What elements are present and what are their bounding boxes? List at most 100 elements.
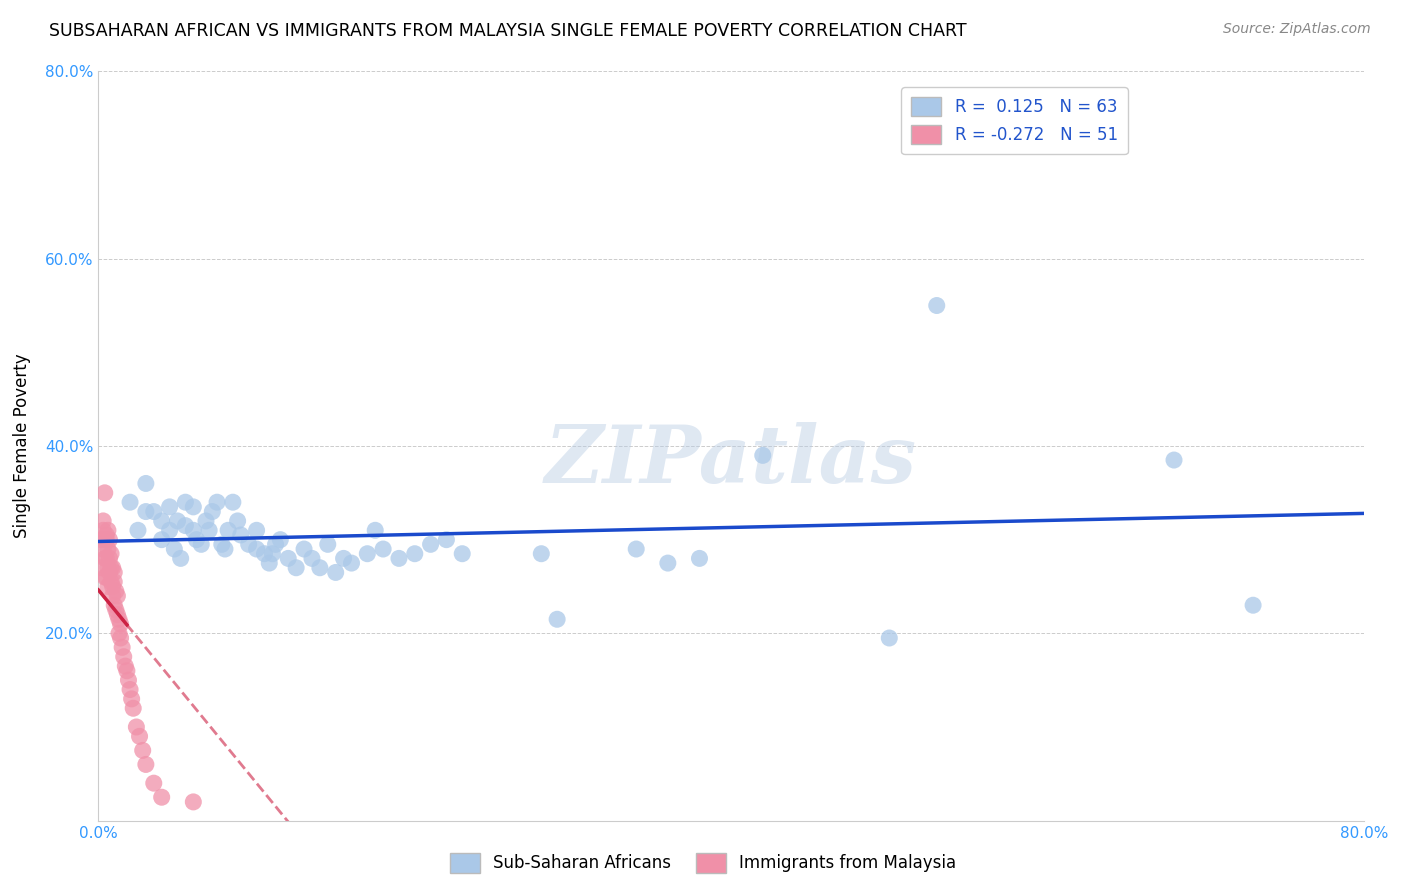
Point — [112, 649, 135, 664]
Point — [117, 673, 139, 688]
Point — [107, 589, 129, 603]
Point — [100, 547, 122, 561]
Point — [174, 495, 197, 509]
Point — [530, 547, 553, 561]
Point — [877, 631, 900, 645]
Point — [404, 547, 426, 561]
Point — [97, 524, 120, 538]
Point — [211, 537, 233, 551]
Point — [238, 537, 260, 551]
Point — [98, 533, 121, 547]
Point — [101, 580, 124, 594]
Point — [101, 589, 124, 603]
Point — [110, 631, 132, 645]
Point — [108, 612, 131, 626]
Point — [122, 701, 145, 715]
Point — [186, 533, 208, 547]
Point — [114, 659, 136, 673]
Point — [371, 542, 394, 557]
Legend: R =  0.125   N = 63, R = -0.272   N = 51: R = 0.125 N = 63, R = -0.272 N = 51 — [901, 87, 1128, 154]
Point — [1241, 599, 1264, 613]
Point — [657, 556, 679, 570]
Point — [121, 692, 143, 706]
Point — [91, 514, 114, 528]
Point — [356, 547, 378, 561]
Point — [1163, 453, 1185, 467]
Point — [135, 505, 157, 519]
Point — [159, 524, 181, 538]
Text: SUBSAHARAN AFRICAN VS IMMIGRANTS FROM MALAYSIA SINGLE FEMALE POVERTY CORRELATION: SUBSAHARAN AFRICAN VS IMMIGRANTS FROM MA… — [49, 22, 967, 40]
Point — [451, 547, 474, 561]
Point — [103, 574, 125, 589]
Point — [277, 551, 299, 566]
Point — [96, 570, 118, 584]
Point — [107, 607, 129, 622]
Point — [166, 514, 188, 528]
Point — [110, 617, 132, 632]
Point — [108, 626, 131, 640]
Y-axis label: Single Female Poverty: Single Female Poverty — [13, 354, 31, 538]
Point — [262, 547, 284, 561]
Point — [93, 570, 117, 584]
Point — [101, 561, 124, 575]
Point — [364, 524, 387, 538]
Point — [150, 533, 173, 547]
Point — [340, 556, 363, 570]
Point — [97, 542, 120, 557]
Point — [103, 566, 125, 580]
Point — [316, 537, 339, 551]
Point — [98, 566, 121, 580]
Point — [91, 542, 114, 557]
Point — [174, 518, 197, 533]
Point — [96, 551, 118, 566]
Legend: Sub-Saharan Africans, Immigrants from Malaysia: Sub-Saharan Africans, Immigrants from Ma… — [443, 847, 963, 880]
Point — [135, 476, 157, 491]
Point — [100, 561, 122, 575]
Point — [142, 776, 165, 790]
Point — [201, 505, 224, 519]
Point — [246, 542, 269, 557]
Point — [229, 528, 252, 542]
Point — [624, 542, 647, 557]
Point — [150, 514, 173, 528]
Point — [264, 537, 287, 551]
Point — [120, 682, 141, 697]
Point — [100, 574, 122, 589]
Point — [546, 612, 568, 626]
Point — [103, 599, 125, 613]
Point — [104, 584, 127, 599]
Point — [332, 551, 354, 566]
Point — [97, 580, 120, 594]
Point — [90, 561, 112, 575]
Text: ZIPatlas: ZIPatlas — [546, 422, 917, 500]
Point — [309, 561, 332, 575]
Point — [190, 537, 212, 551]
Point — [96, 528, 118, 542]
Point — [269, 533, 291, 547]
Point — [285, 561, 308, 575]
Point — [93, 486, 117, 500]
Point — [388, 551, 411, 566]
Point — [90, 533, 112, 547]
Point — [194, 514, 218, 528]
Point — [150, 790, 173, 805]
Point — [226, 514, 249, 528]
Point — [246, 524, 269, 538]
Point — [222, 495, 245, 509]
Point — [120, 495, 141, 509]
Point — [96, 533, 118, 547]
Point — [214, 542, 236, 557]
Point — [292, 542, 315, 557]
Point — [419, 537, 441, 551]
Point — [91, 524, 114, 538]
Point — [111, 640, 134, 655]
Point — [198, 524, 221, 538]
Point — [125, 720, 148, 734]
Point — [93, 551, 117, 566]
Point — [217, 524, 239, 538]
Point — [163, 542, 186, 557]
Point — [205, 495, 228, 509]
Point — [127, 524, 149, 538]
Point — [98, 551, 121, 566]
Point — [925, 298, 948, 313]
